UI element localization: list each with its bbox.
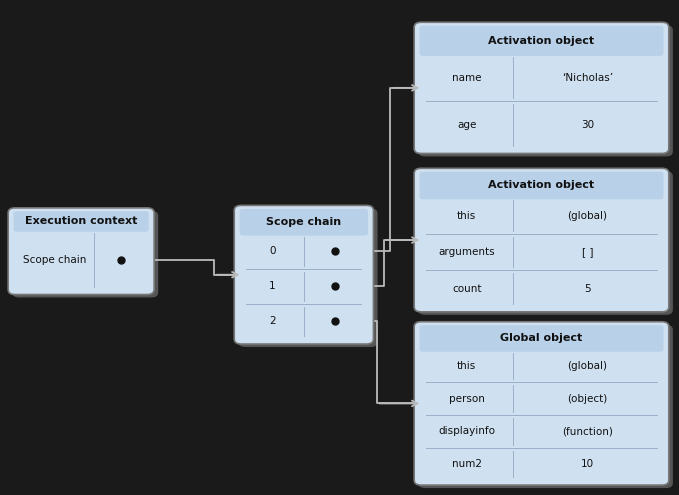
Text: num2: num2 xyxy=(452,459,482,469)
Text: Execution context: Execution context xyxy=(25,216,137,226)
FancyBboxPatch shape xyxy=(414,168,669,312)
Text: age: age xyxy=(457,120,477,130)
Text: 0: 0 xyxy=(269,246,276,256)
Text: this: this xyxy=(457,210,477,221)
Text: count: count xyxy=(452,284,481,294)
FancyBboxPatch shape xyxy=(420,26,663,56)
FancyBboxPatch shape xyxy=(238,208,378,347)
FancyBboxPatch shape xyxy=(414,322,669,485)
Text: Scope chain: Scope chain xyxy=(23,254,86,265)
FancyBboxPatch shape xyxy=(418,25,673,156)
Text: [ ]: [ ] xyxy=(581,247,593,257)
FancyBboxPatch shape xyxy=(12,211,158,297)
FancyBboxPatch shape xyxy=(420,325,663,351)
Text: 10: 10 xyxy=(581,459,594,469)
FancyBboxPatch shape xyxy=(240,209,368,236)
Text: displayinfo: displayinfo xyxy=(438,426,495,436)
Text: name: name xyxy=(452,73,481,83)
FancyBboxPatch shape xyxy=(234,205,373,344)
Text: (function): (function) xyxy=(562,426,612,436)
Text: 2: 2 xyxy=(269,316,276,327)
Text: 30: 30 xyxy=(581,120,594,130)
Text: (global): (global) xyxy=(567,210,607,221)
Text: Global object: Global object xyxy=(500,333,583,343)
Text: 5: 5 xyxy=(584,284,591,294)
FancyBboxPatch shape xyxy=(14,211,149,232)
Text: Activation object: Activation object xyxy=(488,180,595,190)
FancyBboxPatch shape xyxy=(420,172,663,199)
FancyBboxPatch shape xyxy=(418,171,673,315)
Text: 1: 1 xyxy=(269,281,276,292)
FancyBboxPatch shape xyxy=(414,22,669,153)
Text: ‘Nicholas’: ‘Nicholas’ xyxy=(562,73,613,83)
Text: Activation object: Activation object xyxy=(488,36,595,46)
Text: (global): (global) xyxy=(567,361,607,371)
FancyBboxPatch shape xyxy=(8,208,154,295)
Text: (object): (object) xyxy=(567,394,608,403)
FancyBboxPatch shape xyxy=(418,325,673,488)
Text: arguments: arguments xyxy=(439,247,495,257)
Text: this: this xyxy=(457,361,477,371)
Text: Scope chain: Scope chain xyxy=(266,217,342,227)
Text: person: person xyxy=(449,394,485,403)
